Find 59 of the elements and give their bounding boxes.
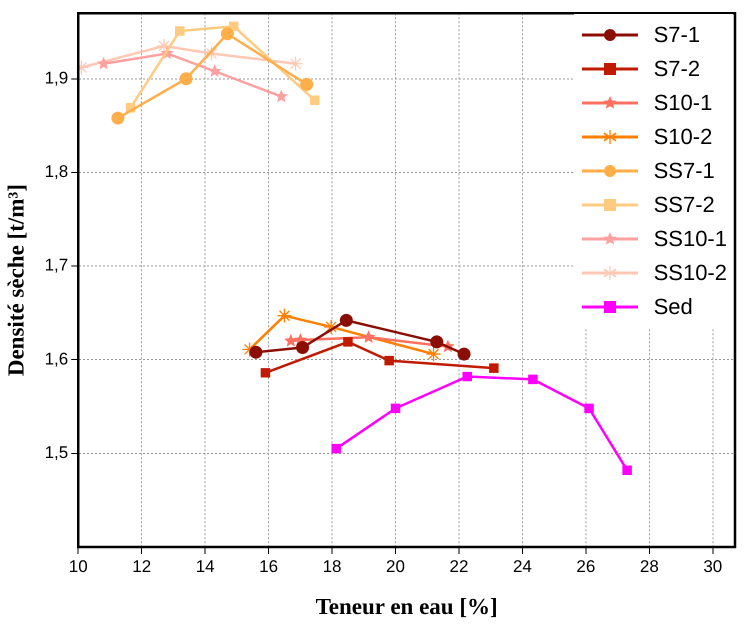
point <box>384 356 394 366</box>
point <box>528 374 538 384</box>
point <box>362 330 376 343</box>
point <box>204 46 220 62</box>
x-tick-label: 18 <box>322 556 342 576</box>
x-tick-label: 14 <box>196 556 215 576</box>
point <box>284 334 298 347</box>
x-tick-label: 22 <box>450 556 468 576</box>
point <box>111 112 124 125</box>
legend-label: SS7-1 <box>654 158 715 184</box>
legend-label: SS10-2 <box>654 260 727 286</box>
point <box>288 56 304 72</box>
y-tick-label: 1,9 <box>44 68 68 88</box>
x-tick-label: 28 <box>640 556 659 576</box>
x-tick-label: 24 <box>512 556 532 576</box>
point <box>310 96 320 106</box>
legend-label: S10-2 <box>654 124 712 150</box>
x-tick-label: 16 <box>259 556 278 576</box>
point <box>340 314 353 327</box>
point <box>96 56 110 70</box>
x-tick-label: 30 <box>703 556 722 576</box>
point <box>300 78 314 91</box>
legend-label: SS7-2 <box>654 192 715 218</box>
legend-label: S7-1 <box>654 22 700 48</box>
y-axis-title: Densité sèche [t/m³] <box>4 184 29 376</box>
point <box>208 64 222 77</box>
point <box>343 337 353 347</box>
point <box>622 465 632 475</box>
x-tick-label: 12 <box>132 556 152 576</box>
point <box>426 346 442 362</box>
point <box>584 404 594 414</box>
point <box>260 368 270 378</box>
point <box>175 26 185 36</box>
point <box>180 72 193 86</box>
legend-label: S10-1 <box>654 90 712 116</box>
point <box>323 319 339 335</box>
point <box>228 22 238 32</box>
point <box>296 341 310 354</box>
x-tick-label: 20 <box>386 556 405 576</box>
x-tick-label: 26 <box>576 556 596 576</box>
point <box>458 348 471 361</box>
point <box>489 363 499 373</box>
y-tick-label: 1,6 <box>44 349 68 368</box>
legend-label: Sed <box>654 294 693 320</box>
y-tick-label: 1,8 <box>44 162 68 182</box>
point <box>462 372 472 382</box>
point <box>274 90 288 102</box>
y-tick-label: 1,5 <box>44 443 68 462</box>
x-axis-title: Teneur en eau [%] <box>316 594 498 620</box>
point <box>430 335 444 348</box>
y-tick-label: 1,7 <box>44 256 68 275</box>
legend-label: SS10-1 <box>654 226 727 252</box>
x-tick-label: 10 <box>68 556 88 576</box>
point <box>249 346 262 359</box>
point <box>331 444 341 454</box>
legend-label: S7-2 <box>654 56 700 82</box>
point <box>220 27 234 40</box>
point <box>276 308 292 324</box>
point <box>390 404 400 414</box>
